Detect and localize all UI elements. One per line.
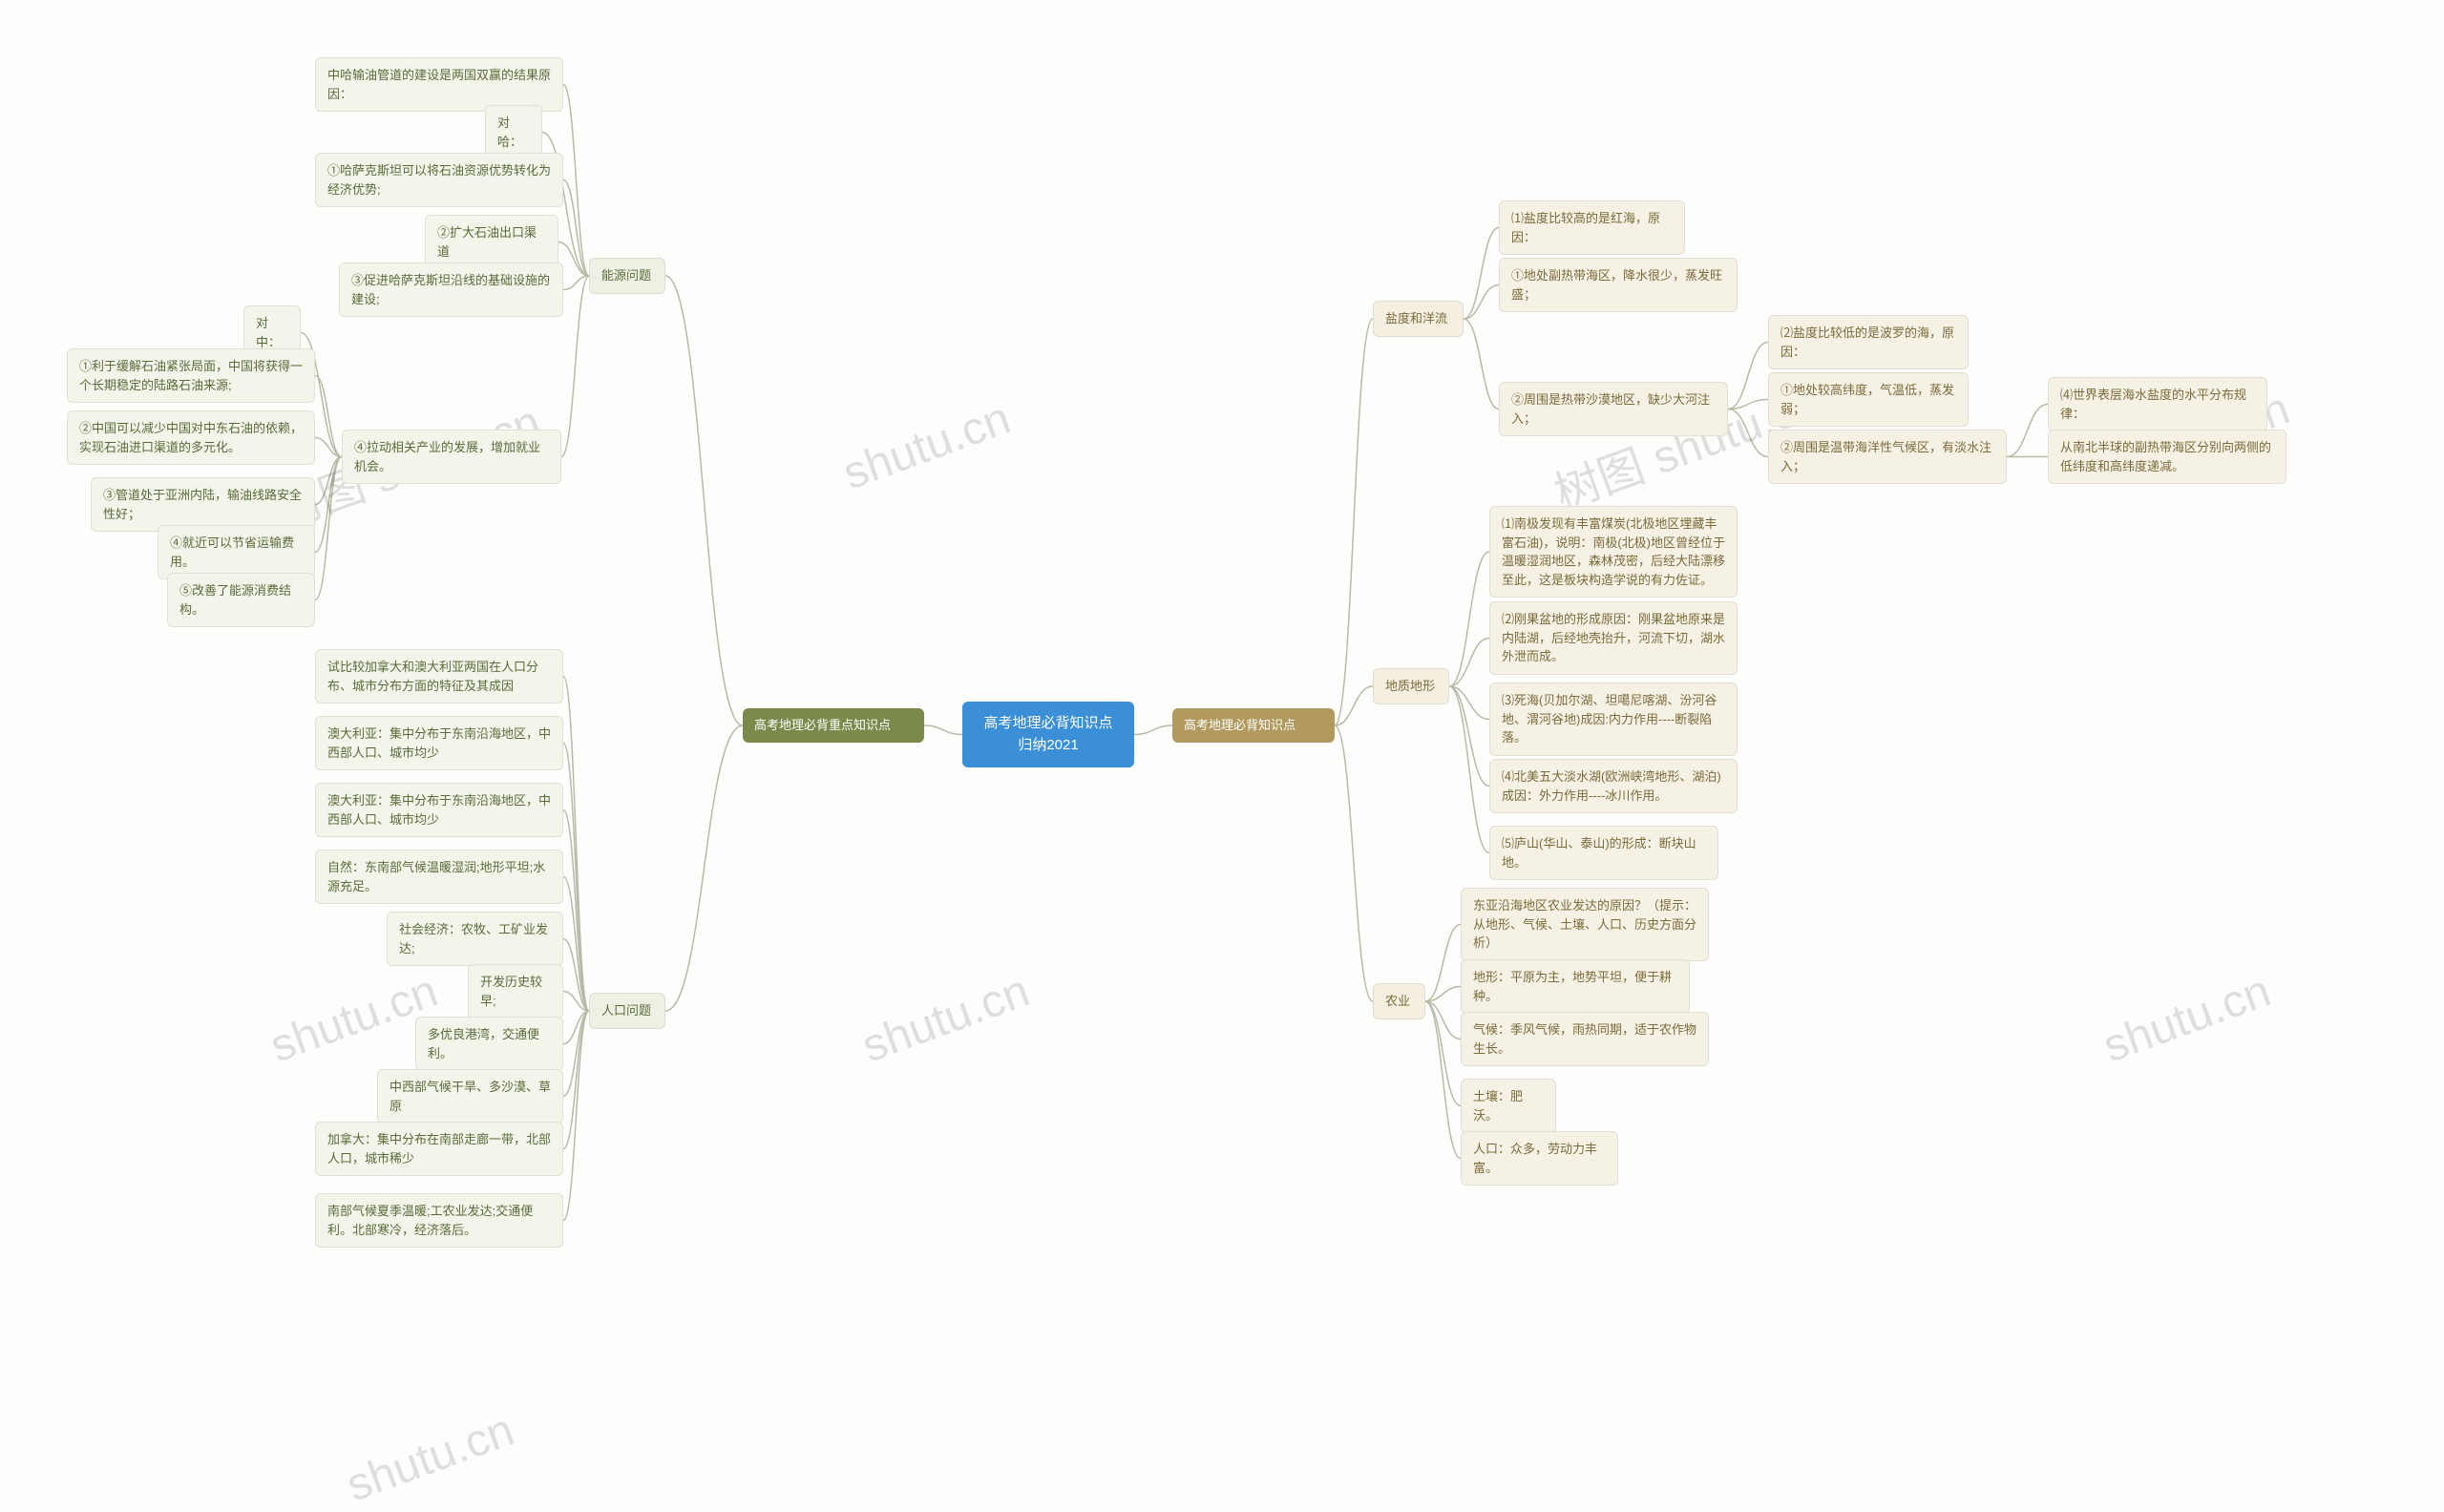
edge xyxy=(2007,405,2048,457)
edge xyxy=(1335,319,1373,725)
node-rg5[interactable]: ⑸庐山(华山、泰山)的形成：断块山地。 xyxy=(1489,826,1718,880)
edge xyxy=(315,457,342,553)
node-lp1[interactable]: 试比较加拿大和澳大利亚两国在人口分布、城市分布方面的特征及其成因 xyxy=(315,649,563,704)
edge xyxy=(563,1011,589,1044)
edge xyxy=(563,992,589,1012)
edge xyxy=(315,438,342,457)
edge xyxy=(563,744,589,1012)
node-r_salt[interactable]: 盐度和洋流 xyxy=(1373,301,1464,337)
node-l_en[interactable]: 能源问题 xyxy=(589,258,665,294)
node-lp7[interactable]: 多优良港湾，交通便利。 xyxy=(415,1017,563,1071)
node-le6f[interactable]: ⑤改善了能源消费结构。 xyxy=(167,573,315,627)
edge xyxy=(1425,1001,1461,1159)
edge xyxy=(1728,343,1768,410)
node-le6d[interactable]: ③管道处于亚洲内陆，输油线路安全性好； xyxy=(91,477,315,532)
node-lp10[interactable]: 南部气候夏季温暖;工农业发达;交通便利。北部寒冷，经济落后。 xyxy=(315,1193,563,1248)
edge xyxy=(1425,925,1461,1002)
edge xyxy=(563,1011,589,1149)
node-rg3[interactable]: ⑶死海(贝加尔湖、坦噶尼喀湖、汾河谷地、渭河谷地)成因:内力作用----断裂陷落… xyxy=(1489,682,1738,756)
edge xyxy=(1134,725,1172,735)
node-lp8[interactable]: 中西部气候干旱、多沙漠、草原 xyxy=(377,1069,563,1124)
edge xyxy=(315,457,342,505)
edge xyxy=(561,276,589,457)
node-br[interactable]: 高考地理必背知识点 xyxy=(1172,708,1335,743)
edge xyxy=(315,376,342,457)
node-rs3c[interactable]: ②周围是温带海洋性气候区，有淡水注入； xyxy=(1768,430,2007,484)
node-ra5[interactable]: 人口：众多，劳动力丰富。 xyxy=(1461,1131,1618,1186)
node-ra1[interactable]: 东亚沿海地区农业发达的原因？（提示：从地形、气候、土壤、人口、历史方面分析） xyxy=(1461,888,1709,961)
edge xyxy=(665,725,743,1011)
node-bl[interactable]: 高考地理必背重点知识点 xyxy=(743,708,924,743)
node-ra3[interactable]: 气候：季风气候，雨热同期，适于农作物生长。 xyxy=(1461,1012,1709,1066)
edge xyxy=(1449,639,1489,687)
watermark: shutu.cn xyxy=(836,392,1017,501)
edge xyxy=(1464,228,1499,320)
edge xyxy=(563,180,589,277)
edge xyxy=(563,877,589,1012)
edge xyxy=(1335,725,1373,1001)
edge xyxy=(563,1011,589,1097)
edge xyxy=(563,939,589,1012)
node-le5[interactable]: ③促进哈萨克斯坦沿线的基础设施的建设; xyxy=(339,262,563,317)
node-le6[interactable]: ④拉动相关产业的发展，增加就业机会。 xyxy=(342,430,561,484)
edge xyxy=(563,85,589,277)
node-le6b[interactable]: ①利于缓解石油紧张局面，中国将获得一个长期稳定的陆路石油来源; xyxy=(67,348,315,403)
edge xyxy=(1449,686,1489,787)
edge xyxy=(1728,410,1768,457)
edge xyxy=(665,276,743,725)
edge xyxy=(1728,400,1768,410)
node-ra2[interactable]: 地形：平原为主，地势平坦，便于耕种。 xyxy=(1461,959,1690,1014)
edge xyxy=(563,810,589,1012)
node-le3[interactable]: ①哈萨克斯坦可以将石油资源优势转化为经济优势; xyxy=(315,153,563,207)
node-lp4[interactable]: 自然：东南部气候温暖湿润;地形平坦;水源充足。 xyxy=(315,850,563,904)
watermark: shutu.cn xyxy=(340,1404,520,1512)
edge xyxy=(563,276,589,290)
node-rs1[interactable]: ⑴盐度比较高的是红海，原因： xyxy=(1499,200,1685,255)
node-rs3c2[interactable]: 从南北半球的副热带海区分别向两侧的低纬度和高纬度递减。 xyxy=(2048,430,2286,484)
node-le6e[interactable]: ④就近可以节省运输费用。 xyxy=(158,525,315,579)
edge xyxy=(1449,686,1489,720)
node-rs3c1[interactable]: ⑷世界表层海水盐度的水平分布规律： xyxy=(2048,377,2267,431)
node-rs3[interactable]: ②周围是热带沙漠地区，缺少大河注入； xyxy=(1499,382,1728,436)
node-ra4[interactable]: 土壤：肥沃。 xyxy=(1461,1079,1556,1133)
edge xyxy=(1464,319,1499,410)
node-rs2[interactable]: ①地处副热带海区，降水很少，蒸发旺盛； xyxy=(1499,258,1738,312)
edge xyxy=(1449,552,1489,686)
node-lp6[interactable]: 开发历史较早; xyxy=(468,964,563,1018)
node-le6c[interactable]: ②中国可以减少中国对中东石油的依赖，实现石油进口渠道的多元化。 xyxy=(67,410,315,465)
node-le2[interactable]: 对哈： xyxy=(485,105,542,159)
node-root[interactable]: 高考地理必背知识点归纳2021 xyxy=(962,702,1134,767)
node-le1[interactable]: 中哈输油管道的建设是两国双赢的结果原因： xyxy=(315,57,563,112)
node-rs3b[interactable]: ①地处较高纬度，气温低，蒸发弱； xyxy=(1768,372,1969,427)
node-r_agri[interactable]: 农业 xyxy=(1373,983,1425,1019)
node-rg4[interactable]: ⑷北美五大淡水湖(欧洲峡湾地形、湖泊)成因：外力作用----冰川作用。 xyxy=(1489,759,1738,813)
edge xyxy=(563,677,589,1012)
edge xyxy=(924,725,962,735)
node-rs3a[interactable]: ⑵盐度比较低的是波罗的海，原因： xyxy=(1768,315,1969,369)
node-lp2[interactable]: 澳大利亚：集中分布于东南沿海地区，中西部人口、城市均少 xyxy=(315,716,563,770)
node-lp3[interactable]: 澳大利亚：集中分布于东南沿海地区，中西部人口、城市均少 xyxy=(315,783,563,837)
edge xyxy=(1425,987,1461,1002)
watermark: shutu.cn xyxy=(2096,965,2277,1074)
node-rg1[interactable]: ⑴南极发现有丰富煤炭(北极地区埋藏丰富石油)，说明：南极(北极)地区曾经位于温暖… xyxy=(1489,506,1738,598)
node-lp9[interactable]: 加拿大：集中分布在南部走廊一带，北部人口，城市稀少 xyxy=(315,1122,563,1176)
edge xyxy=(1464,285,1499,320)
node-le4[interactable]: ②扩大石油出口渠道 xyxy=(425,215,558,269)
node-rg2[interactable]: ⑵刚果盆地的形成原因：刚果盆地原来是内陆湖，后经地壳抬升，河流下切，湖水外泄而成… xyxy=(1489,601,1738,675)
watermark: shutu.cn xyxy=(855,965,1036,1074)
edge xyxy=(563,1011,589,1221)
node-lp5[interactable]: 社会经济：农牧、工矿业发达; xyxy=(387,912,563,966)
edge xyxy=(1425,1001,1461,1040)
node-l_pop[interactable]: 人口问题 xyxy=(589,993,665,1029)
edge xyxy=(1335,686,1373,725)
edge xyxy=(1449,686,1489,853)
node-r_geo[interactable]: 地质地形 xyxy=(1373,668,1449,704)
edge xyxy=(315,457,342,600)
edge xyxy=(1425,1001,1461,1106)
